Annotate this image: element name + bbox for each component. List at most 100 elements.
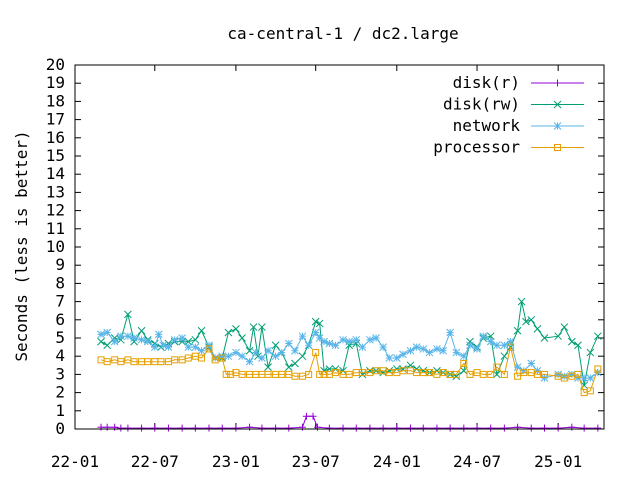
data-point <box>379 368 387 377</box>
data-point <box>493 341 501 350</box>
data-point <box>302 412 310 420</box>
data-point <box>291 346 299 355</box>
data-point <box>130 358 138 366</box>
data-point <box>164 343 173 351</box>
data-point <box>406 346 415 355</box>
data-point <box>560 374 568 382</box>
data-point <box>117 358 125 366</box>
data-point <box>277 348 286 357</box>
data-point <box>358 369 366 377</box>
data-point <box>586 374 595 382</box>
chart-title: ca-central-1 / dc2.large <box>227 24 458 43</box>
data-point <box>479 332 488 341</box>
data-point <box>227 370 235 378</box>
data-point <box>358 343 367 351</box>
y-tick-label: 4 <box>55 346 65 365</box>
data-point <box>232 325 240 333</box>
data-point <box>264 346 272 355</box>
data-point <box>205 345 213 353</box>
y-tick-label: 3 <box>55 364 65 383</box>
data-point <box>500 341 509 350</box>
data-point <box>184 343 193 351</box>
data-point <box>154 330 163 339</box>
series-line <box>101 415 598 429</box>
data-point <box>554 144 561 151</box>
data-point <box>413 369 421 377</box>
data-point <box>487 370 495 378</box>
data-point <box>325 339 334 348</box>
data-point <box>446 328 455 337</box>
data-point <box>151 424 159 432</box>
data-point <box>399 367 407 375</box>
legend-label: disk(rw) <box>443 95 520 114</box>
y-tick-label: 14 <box>46 164 65 183</box>
x-tick-label: 22-07 <box>131 452 179 471</box>
data-point <box>580 381 589 390</box>
data-point <box>433 345 441 353</box>
data-point <box>232 348 240 357</box>
data-point <box>433 424 441 432</box>
data-point <box>513 326 522 335</box>
y-tick-label: 20 <box>46 55 65 74</box>
data-point <box>315 319 324 328</box>
data-point <box>540 374 549 382</box>
data-point <box>527 359 536 368</box>
legend-label: network <box>453 116 521 135</box>
data-point <box>111 423 119 431</box>
data-point <box>574 341 582 350</box>
data-point <box>500 370 508 378</box>
data-point <box>124 332 132 341</box>
data-point <box>519 366 528 375</box>
y-tick-label: 9 <box>55 255 65 274</box>
data-point <box>466 341 474 350</box>
data-point <box>284 339 293 348</box>
data-point <box>331 365 340 373</box>
data-point <box>110 337 119 346</box>
data-point <box>379 343 387 351</box>
data-point <box>316 370 324 378</box>
plot-frame <box>74 64 605 430</box>
data-point <box>284 363 293 371</box>
data-point <box>358 370 367 379</box>
data-point <box>312 349 320 357</box>
data-point <box>224 328 233 337</box>
data-point <box>278 370 286 378</box>
data-point <box>352 424 360 432</box>
x-tick-label: 22-01 <box>51 452 99 471</box>
data-point <box>460 359 468 367</box>
data-point <box>315 334 324 342</box>
data-point <box>466 370 474 378</box>
data-point <box>124 310 132 319</box>
data-point <box>352 339 361 348</box>
x-tick-label: 23-01 <box>212 452 260 471</box>
data-point <box>412 365 421 373</box>
data-point <box>507 343 515 351</box>
y-tick-label: 19 <box>46 73 65 92</box>
series-disk-r <box>97 412 602 432</box>
data-point <box>493 363 501 371</box>
data-point <box>224 352 233 361</box>
data-point <box>191 424 199 432</box>
data-point <box>197 326 206 335</box>
data-point <box>191 343 200 351</box>
data-point <box>258 424 266 432</box>
data-point <box>339 335 347 344</box>
data-point <box>533 366 542 375</box>
data-point <box>218 354 226 362</box>
data-point <box>540 334 549 342</box>
data-point <box>332 369 340 377</box>
data-point <box>554 424 562 432</box>
data-point <box>486 332 495 341</box>
data-point <box>479 370 487 378</box>
data-point <box>271 341 280 350</box>
data-point <box>527 424 535 432</box>
data-point <box>533 325 542 333</box>
data-point <box>500 352 509 361</box>
series-line <box>100 330 599 379</box>
data-point <box>124 424 132 432</box>
data-point <box>412 343 421 351</box>
data-point <box>311 328 320 337</box>
data-point <box>197 346 206 355</box>
data-point <box>313 423 321 431</box>
